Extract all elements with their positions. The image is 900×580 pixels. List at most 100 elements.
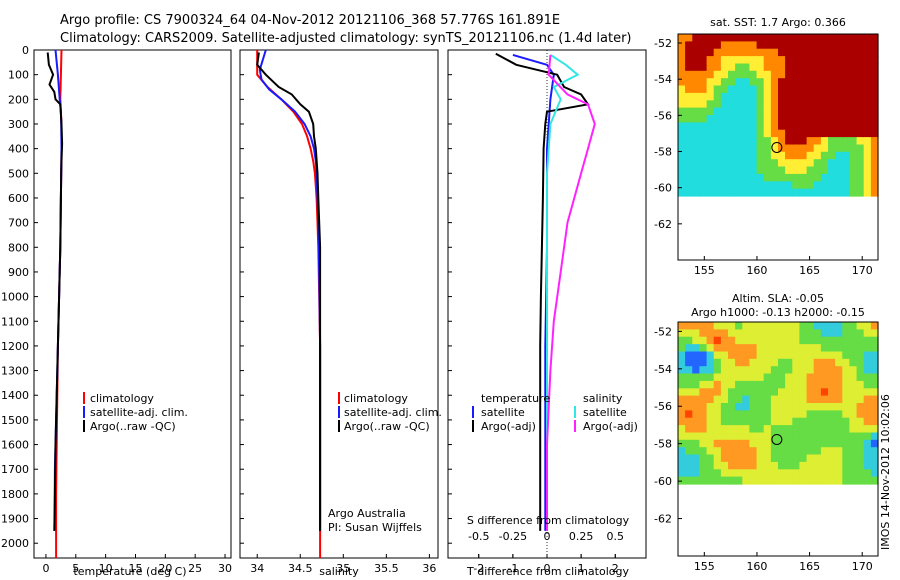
map-pixel (685, 410, 693, 419)
map-pixel (828, 373, 836, 382)
map-pixel (820, 425, 829, 434)
map-pixel (742, 122, 750, 131)
map-pixel (792, 166, 800, 175)
map-pixel (763, 107, 772, 116)
map-pixel (799, 344, 808, 353)
map-pixel (728, 173, 736, 182)
map-pixel (863, 454, 872, 463)
map-pixel (720, 137, 729, 146)
map-pixel (742, 144, 750, 153)
map-pixel (720, 188, 729, 197)
map-pixel (849, 380, 858, 389)
map-pixel (828, 395, 836, 404)
y-tick-label: 1600 (1, 439, 29, 452)
map-pixel (835, 373, 843, 382)
map-pixel (742, 447, 750, 456)
map-pixel (720, 48, 729, 57)
map-pixel (742, 322, 750, 330)
map-pixel (699, 56, 708, 65)
map-pixel (820, 461, 829, 470)
map-pixel (770, 380, 779, 389)
map-pixel (728, 403, 736, 411)
map-pixel (778, 78, 786, 87)
map-pixel (792, 34, 800, 42)
map-pixel (728, 380, 736, 389)
map-pixel (806, 144, 815, 153)
map-pixel (813, 447, 822, 456)
map-pixel (756, 122, 765, 131)
map-pixel (678, 70, 686, 79)
map-pixel (720, 336, 729, 345)
map-pixel (763, 425, 772, 434)
y-tick-label: 2000 (1, 537, 29, 550)
map-pixel (820, 48, 829, 57)
map-pixel (699, 344, 708, 353)
map-pixel (806, 432, 815, 441)
map-pixel (770, 151, 779, 160)
map-pixel (863, 373, 872, 382)
map-pixel (799, 151, 808, 160)
map-pixel (828, 85, 836, 94)
legend-label-temp-satellite: satellite (481, 406, 525, 419)
map-pixel (849, 447, 858, 456)
map-pixel (756, 403, 765, 411)
map-pixel (849, 403, 858, 411)
map-pixel (728, 395, 736, 404)
map-pixel (806, 336, 815, 345)
map-pixel (749, 129, 758, 138)
map-pixel (835, 425, 843, 434)
map-pixel (763, 417, 772, 426)
map-pixel (735, 469, 743, 478)
map-pixel (678, 41, 686, 50)
map-pixel (870, 425, 879, 434)
map-pixel (763, 78, 772, 87)
map-pixel (720, 144, 729, 153)
map-pixel (778, 476, 786, 485)
map-pixel (706, 41, 715, 50)
map-pixel (713, 388, 722, 397)
map-pixel (720, 461, 729, 470)
map-pixel (742, 48, 750, 57)
map-pixel (778, 181, 786, 190)
map-pixel (770, 144, 779, 153)
map-pixel (735, 344, 743, 353)
map-pixel (735, 447, 743, 456)
map-pixel (785, 344, 793, 353)
map-pixel (678, 476, 686, 485)
map-pixel (806, 34, 815, 42)
map-pixel (735, 63, 743, 72)
map-pixel (835, 469, 843, 478)
map-pixel (870, 388, 879, 397)
map-pixel (806, 395, 815, 404)
map-pixel (770, 70, 779, 79)
map-pixel (678, 78, 686, 87)
map-pixel (706, 373, 715, 382)
map-pixel (828, 63, 836, 72)
map-pixel (806, 403, 815, 411)
map-pixel (735, 166, 743, 175)
map-pixel (706, 173, 715, 182)
map-pixel (713, 107, 722, 116)
map-pixel (685, 432, 693, 441)
map-pixel (742, 188, 750, 197)
map-pixel (820, 351, 829, 360)
map-pixel (806, 181, 815, 190)
map-pixel (792, 85, 800, 94)
map-pixel (756, 41, 765, 50)
map-pixel (828, 92, 836, 101)
x-tick-label: -1 (507, 562, 518, 575)
map-pixel (813, 92, 822, 101)
map-pixel (685, 461, 693, 470)
map-pixel (785, 329, 793, 338)
map-pixel (720, 454, 729, 463)
map-pixel (828, 322, 836, 330)
map-pixel (699, 439, 708, 448)
map-pixel (713, 173, 722, 182)
map-pixel (856, 122, 865, 131)
map-pixel (770, 92, 779, 101)
map-pixel (770, 410, 779, 419)
map-pixel (835, 115, 843, 123)
map-pixel (870, 166, 879, 175)
map-pixel (692, 461, 700, 470)
